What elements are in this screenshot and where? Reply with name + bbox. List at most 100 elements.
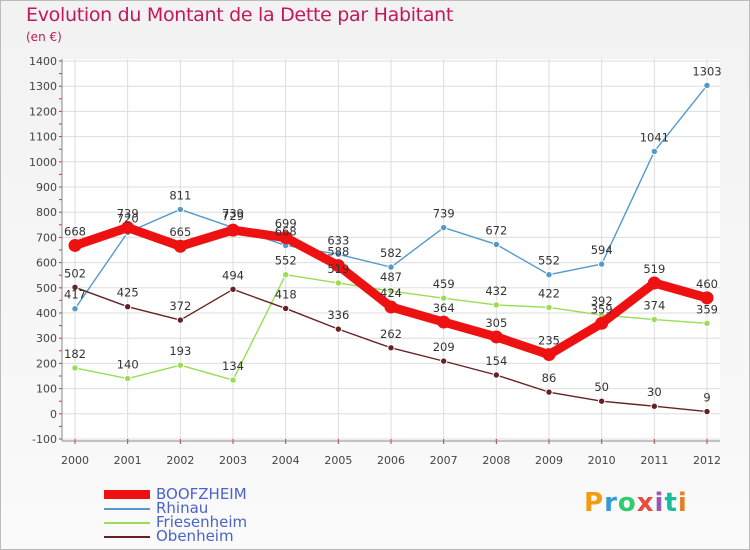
logo-letter: i [677, 488, 688, 518]
data-label-boofzheim: 668 [64, 224, 86, 238]
data-label-rhinau: 672 [485, 223, 507, 237]
data-point-boofzheim [489, 330, 503, 344]
data-label-obenheim: 425 [117, 286, 139, 300]
legend-label: Friesenheim [156, 513, 248, 531]
legend-label: BOOFZHEIM [156, 485, 247, 503]
y-tick-label: 1200 [29, 105, 57, 118]
data-label-obenheim: 50 [594, 380, 609, 394]
legend-swatch [104, 536, 150, 538]
y-tick-label: 200 [36, 357, 57, 370]
logo-letter: i [654, 488, 665, 518]
data-label-boofzheim: 305 [485, 316, 507, 330]
data-label-friesenheim: 552 [275, 254, 297, 268]
x-tick-label: 2008 [482, 454, 510, 467]
data-label-friesenheim: 140 [117, 358, 139, 372]
data-point-friesenheim [334, 279, 343, 287]
legend-swatch [104, 522, 150, 524]
data-label-rhinau: 668 [275, 224, 297, 238]
data-label-rhinau: 720 [117, 211, 139, 225]
data-point-boofzheim [437, 315, 451, 329]
data-point-rhinau [176, 205, 185, 214]
y-tick-label: 700 [36, 231, 57, 244]
x-tick-label: 2009 [535, 454, 563, 467]
y-tick-label: 100 [36, 383, 57, 396]
data-label-obenheim: 336 [327, 308, 349, 322]
legend-swatch [104, 508, 150, 510]
data-label-friesenheim: 459 [433, 277, 455, 291]
data-label-obenheim: 372 [169, 299, 191, 313]
legend-label: Obenheim [156, 527, 234, 545]
logo-letter: r [604, 488, 618, 518]
legend-label: Rhinau [156, 499, 209, 517]
data-label-rhinau: 594 [591, 243, 613, 257]
data-point-obenheim [439, 357, 448, 365]
legend-swatch [104, 490, 150, 499]
data-label-friesenheim: 193 [169, 344, 191, 358]
data-point-rhinau [650, 147, 659, 156]
x-tick-label: 2001 [114, 454, 142, 467]
x-tick-label: 2012 [693, 454, 721, 467]
data-label-friesenheim: 422 [538, 286, 560, 300]
data-label-obenheim: 154 [485, 354, 507, 368]
y-tick-label: 900 [36, 181, 57, 194]
x-tick-label: 2000 [61, 454, 89, 467]
data-point-friesenheim [281, 270, 290, 279]
y-tick-label: 500 [36, 282, 57, 295]
data-point-obenheim [492, 371, 501, 379]
y-tick-label: 800 [36, 206, 57, 219]
x-tick-label: 2002 [166, 454, 194, 467]
data-label-rhinau: 633 [327, 233, 349, 247]
y-tick-label: 600 [36, 257, 57, 270]
data-label-boofzheim: 460 [696, 277, 718, 291]
data-point-boofzheim [68, 238, 82, 252]
data-point-friesenheim [123, 374, 132, 383]
x-tick-label: 2005 [324, 454, 352, 467]
data-point-friesenheim [545, 303, 553, 312]
data-label-obenheim: 86 [542, 371, 557, 385]
data-label-friesenheim: 432 [485, 284, 507, 298]
data-label-boofzheim: 729 [222, 209, 244, 223]
proxiti-logo: Proxiti [584, 488, 688, 518]
data-point-friesenheim [71, 364, 79, 372]
data-point-boofzheim [384, 300, 398, 314]
y-tick-label: 1300 [29, 80, 57, 93]
data-point-friesenheim [492, 301, 501, 309]
data-point-obenheim [387, 344, 395, 352]
data-label-boofzheim: 364 [433, 301, 455, 315]
data-label-boofzheim: 699 [275, 217, 297, 231]
data-point-boofzheim [542, 348, 556, 362]
data-point-obenheim [597, 397, 606, 405]
data-point-friesenheim [229, 376, 237, 384]
x-tick-label: 2004 [272, 454, 300, 467]
data-label-rhinau: 552 [538, 254, 560, 268]
data-point-rhinau [334, 250, 343, 258]
x-tick-label: 2011 [640, 454, 668, 467]
data-label-obenheim: 502 [64, 266, 86, 280]
data-label-rhinau: 1041 [640, 130, 669, 144]
y-tick-label: 300 [36, 332, 57, 345]
data-point-rhinau [439, 223, 448, 232]
data-label-boofzheim: 235 [538, 334, 560, 348]
y-tick-label: -100 [32, 433, 57, 446]
data-point-boofzheim [279, 231, 293, 245]
logo-letter: o [617, 488, 637, 518]
data-point-boofzheim [700, 291, 714, 305]
data-label-boofzheim: 739 [117, 207, 139, 221]
logo-letter: P [584, 488, 605, 518]
data-point-boofzheim [226, 223, 240, 237]
data-label-boofzheim: 519 [643, 262, 665, 276]
logo-letter: x [636, 488, 655, 518]
x-tick-label: 2003 [219, 454, 247, 467]
x-tick-label: 2010 [588, 454, 616, 467]
data-point-obenheim [545, 388, 553, 396]
data-point-friesenheim [650, 315, 659, 324]
data-point-boofzheim [173, 239, 187, 253]
y-tick-label: 400 [36, 307, 57, 320]
data-point-friesenheim [439, 294, 448, 302]
data-label-rhinau: 1303 [692, 64, 721, 78]
data-point-boofzheim [331, 259, 345, 273]
data-point-boofzheim [647, 276, 661, 290]
data-point-rhinau [545, 270, 553, 279]
data-label-friesenheim: 392 [591, 294, 613, 308]
